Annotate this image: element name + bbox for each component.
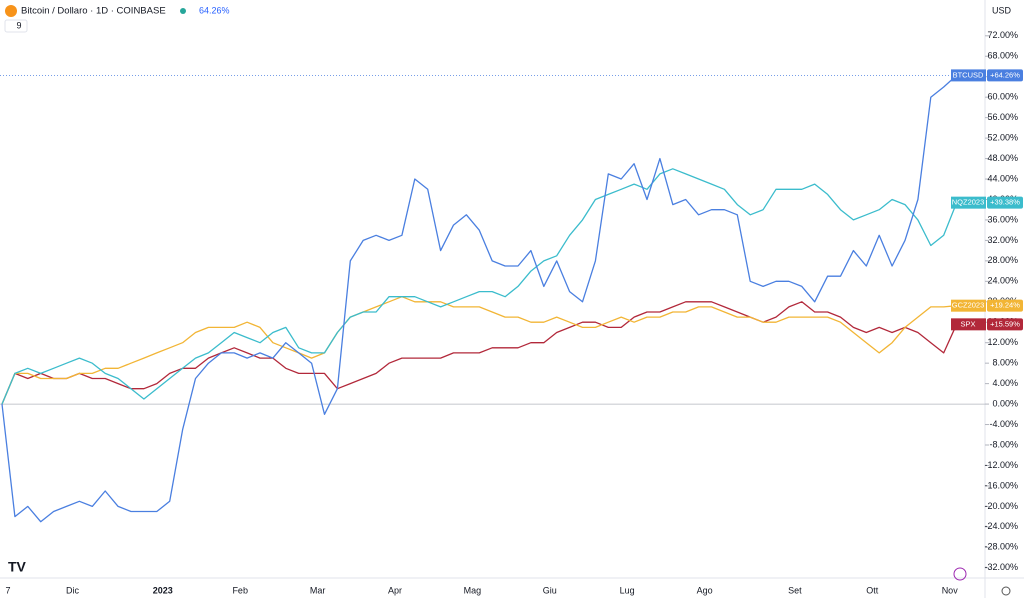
series-tag xyxy=(951,69,986,82)
logo: TV xyxy=(8,559,27,575)
change-value: 64.26% xyxy=(199,5,230,15)
y-tick-label: -28.00% xyxy=(984,542,1018,552)
y-tick-label: -16.00% xyxy=(984,480,1018,490)
series-name: BTCUSD xyxy=(953,70,984,79)
value-tag xyxy=(987,299,1023,312)
y-tick-label: -4.00% xyxy=(989,419,1018,429)
indicator-count[interactable]: 9 xyxy=(16,20,21,30)
y-tick-label: 36.00% xyxy=(987,214,1018,224)
y-tick-label: 68.00% xyxy=(987,51,1018,61)
symbol-title[interactable]: Bitcoin / Dollaro · 1D · COINBASE xyxy=(21,6,166,17)
y-tick-label: 52.00% xyxy=(987,132,1018,142)
x-tick-label: Apr xyxy=(388,585,402,595)
y-tick-label: -8.00% xyxy=(989,439,1018,449)
series-line xyxy=(1,301,958,405)
x-tick-label: Dic xyxy=(66,585,79,595)
y-tick-label: 32.00% xyxy=(987,235,1018,245)
y-tick-label: 44.00% xyxy=(987,173,1018,183)
series-name: GCZ2023 xyxy=(952,301,985,310)
value-label: +19.24% xyxy=(990,301,1020,310)
y-tick-label: 24.00% xyxy=(987,276,1018,286)
settings-icon[interactable] xyxy=(1001,586,1011,596)
x-tick-label: Ago xyxy=(697,585,713,595)
x-tick-label: 2023 xyxy=(153,585,173,595)
y-tick-label: 48.00% xyxy=(987,153,1018,163)
events-icon[interactable] xyxy=(953,567,967,581)
status-dot xyxy=(180,8,186,14)
x-tick-label: Giu xyxy=(543,585,557,595)
series-line xyxy=(1,296,957,405)
symbol-icon xyxy=(5,5,17,17)
series-line xyxy=(1,74,958,523)
x-tick-label: 7 xyxy=(5,585,10,595)
y-tick-label: 72.00% xyxy=(987,30,1018,40)
x-tick-label: Feb xyxy=(232,585,248,595)
series-tag xyxy=(951,318,986,331)
y-tick-label: -20.00% xyxy=(984,501,1018,511)
x-tick-label: Set xyxy=(788,585,802,595)
currency[interactable]: USD xyxy=(992,5,1012,15)
y-tick-label: 60.00% xyxy=(987,92,1018,102)
y-tick-label: 56.00% xyxy=(987,112,1018,122)
value-tag xyxy=(987,318,1023,331)
x-tick-label: Nov xyxy=(942,585,959,595)
y-tick-label: 0.00% xyxy=(992,398,1018,408)
indicator-toggle[interactable] xyxy=(4,19,28,33)
series-name: NQZ2023 xyxy=(952,198,985,207)
y-tick-label: 12.00% xyxy=(987,337,1018,347)
y-tick-label: 28.00% xyxy=(987,255,1018,265)
value-label: +64.26% xyxy=(990,70,1020,79)
y-tick-label: 8.00% xyxy=(992,358,1018,368)
value-label: +39.38% xyxy=(990,198,1020,207)
x-tick-label: Mar xyxy=(310,585,326,595)
y-tick-label: -32.00% xyxy=(984,562,1018,572)
x-tick-label: Mag xyxy=(464,585,482,595)
y-tick-label: 4.00% xyxy=(992,378,1018,388)
value-tag xyxy=(987,69,1023,82)
series-tag xyxy=(951,196,986,209)
series-name: SPX xyxy=(960,319,975,328)
value-label: +15.59% xyxy=(990,319,1020,328)
y-tick-label: -12.00% xyxy=(984,460,1018,470)
x-tick-label: Lug xyxy=(620,585,635,595)
series-line xyxy=(1,168,958,405)
x-tick-label: Ott xyxy=(866,585,879,595)
series-tag xyxy=(951,299,986,312)
value-tag xyxy=(987,196,1023,209)
y-tick-label: -24.00% xyxy=(984,521,1018,531)
